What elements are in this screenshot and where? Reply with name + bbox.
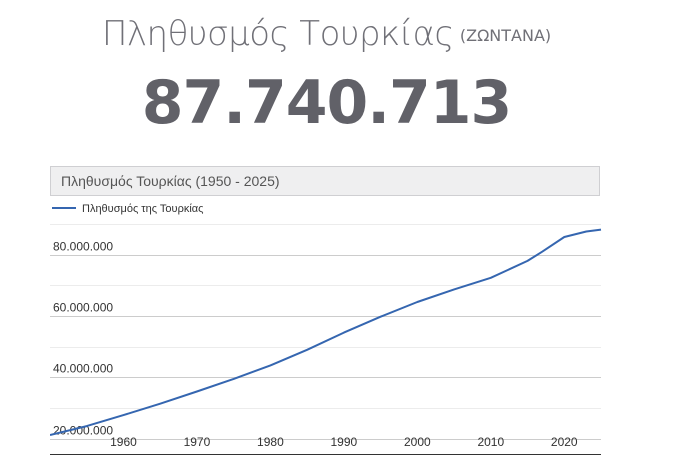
y-tick-label: 60.000.000 <box>53 301 113 315</box>
legend-label: Πληθυσμός της Τουρκίας <box>82 203 203 215</box>
x-tick-label: 2020 <box>551 435 578 449</box>
y-tick-label: 80.000.000 <box>53 240 113 254</box>
y-tick-label: 20.000.000 <box>53 424 113 438</box>
x-tick-label: 2000 <box>404 435 431 449</box>
chart-plot: 20.000.000 40.000.000 60.000.000 80.000.000… <box>50 203 602 455</box>
x-tick-label: 1970 <box>184 435 211 449</box>
series-line <box>50 228 602 436</box>
live-label: (ΖΩΝΤΑΝΑ) <box>459 26 552 45</box>
y-tick-label: 40.000.000 <box>53 362 113 376</box>
x-tick-label: 1960 <box>110 435 137 449</box>
page-title: Πληθυσμός Τουρκίας <box>101 14 455 54</box>
chart-header: Πληθυσμός Τουρκίας (1950 - 2025) <box>50 166 600 196</box>
x-tick-label: 2010 <box>477 435 504 449</box>
population-chart: Πληθυσμός Τουρκίας (1950 - 2025) 20.000.… <box>50 166 602 456</box>
x-tick-label: 1990 <box>331 435 358 449</box>
population-counter: 87.740.713 <box>141 68 513 138</box>
page-heading: Πληθυσμός Τουρκίας (ΖΩΝΤΑΝΑ) <box>0 14 653 54</box>
chart-title: Πληθυσμός Τουρκίας (1950 - 2025) <box>61 173 280 189</box>
x-tick-label: 1980 <box>257 435 284 449</box>
